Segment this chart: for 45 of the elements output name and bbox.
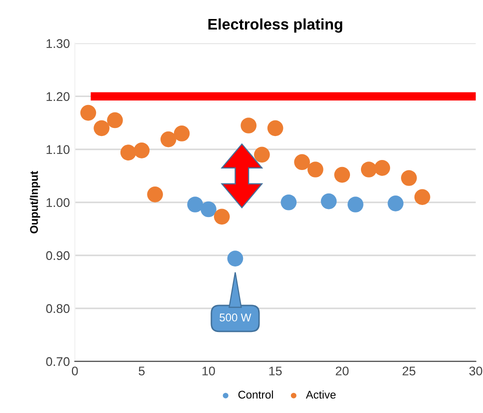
y-axis-title: Ouput/Input: [30, 171, 40, 234]
point: [160, 131, 176, 148]
point: [187, 196, 204, 212]
point: [414, 189, 430, 205]
point: [214, 208, 230, 225]
point: [267, 120, 284, 136]
x-tick-label: 20: [336, 366, 349, 376]
point: [320, 193, 337, 210]
x-tick-label: 25: [402, 366, 416, 376]
point: [240, 118, 256, 134]
point: [107, 112, 123, 128]
y-tick-label: 1.00: [46, 198, 70, 208]
y-tick-label: 0.90: [46, 251, 70, 260]
annotation: 500 W: [220, 314, 252, 322]
x-tick-label: 10: [202, 366, 215, 376]
x-tick-label: 15: [269, 366, 282, 376]
legend-label: Control: [238, 390, 273, 399]
point: [227, 250, 244, 266]
y-tick-label: 1.20: [46, 92, 70, 102]
point: [80, 104, 96, 121]
point: [94, 120, 110, 136]
point: [360, 162, 377, 178]
point: [388, 196, 404, 212]
point: [174, 126, 190, 142]
point: [200, 201, 216, 218]
point: [254, 146, 270, 163]
legend-label: Active: [306, 390, 336, 399]
point: [374, 160, 390, 176]
point: [134, 142, 150, 158]
y-tick-label: 1.30: [46, 39, 70, 48]
point: [334, 166, 350, 183]
point: [307, 162, 324, 178]
point: [280, 194, 297, 210]
point: [294, 154, 310, 170]
point: [147, 186, 163, 202]
point: [120, 144, 136, 160]
x-tick-label: 0: [72, 366, 78, 376]
x-tick-label: 30: [469, 366, 482, 376]
y-tick-label: 1.10: [46, 145, 70, 154]
chart-title: Electroless plating: [208, 18, 342, 33]
point: [348, 196, 364, 212]
point: [401, 170, 417, 186]
x-tick-label: 5: [138, 366, 145, 376]
y-tick-label: 0.80: [46, 304, 70, 314]
y-tick-label: 0.70: [46, 357, 70, 366]
